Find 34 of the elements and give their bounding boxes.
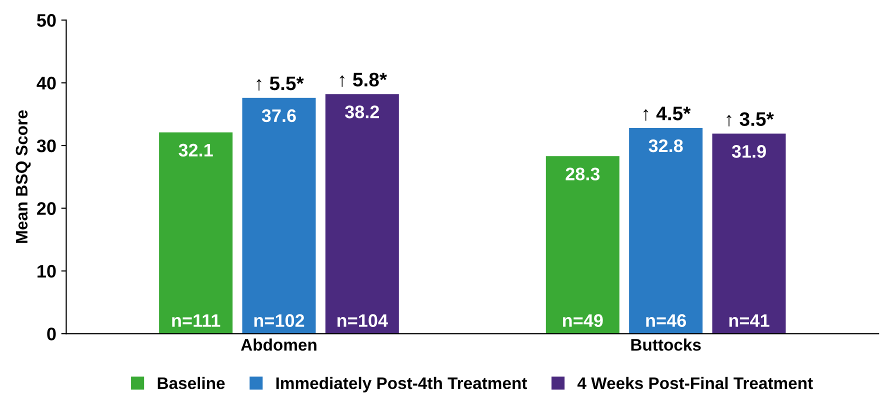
bar [712, 134, 786, 334]
annotation: n=46 [646, 314, 686, 327]
legend-label: Baseline [158, 376, 225, 390]
y-tick-label: 10 [38, 264, 56, 278]
legend-label: Immediately Post-4th Treatment [276, 376, 528, 392]
annotation: n=111 [172, 314, 220, 327]
y-tick-label: 20 [37, 202, 56, 215]
bar [242, 98, 316, 334]
data-label: 31.9 [732, 145, 766, 158]
annotation: n=104 [338, 314, 388, 327]
annotation: n=49 [563, 314, 603, 327]
annotation: ↑ 5.5* [256, 76, 304, 91]
y-tick-label: 30 [36, 139, 56, 152]
annotation: n=102 [254, 314, 304, 327]
bar [546, 156, 620, 334]
y-tick-label: 40 [36, 76, 56, 90]
data-label: 38.2 [345, 106, 380, 118]
bar [325, 94, 399, 334]
annotation: ↑ 4.5* [644, 106, 691, 121]
data-label: 37.6 [262, 109, 296, 122]
annotation: ↑ 5.8* [340, 72, 387, 87]
data-label: 28.3 [566, 168, 600, 180]
bar [629, 128, 703, 334]
annotation: ↑ 3.5* [726, 112, 774, 126]
bar [159, 132, 233, 334]
y-axis-title: Mean BSQ Score [16, 110, 31, 243]
x-tick-label: Buttocks [631, 338, 701, 351]
y-tick-label: 50 [36, 14, 56, 27]
legend-label: 4 Weeks Post-Final Treatment [577, 376, 813, 390]
annotation: n=41 [729, 314, 770, 327]
y-tick-label: 0 [47, 328, 56, 340]
data-label: 32.8 [648, 139, 683, 152]
x-tick-label: Abdomen [240, 338, 316, 351]
data-label: 32.1 [178, 144, 213, 157]
